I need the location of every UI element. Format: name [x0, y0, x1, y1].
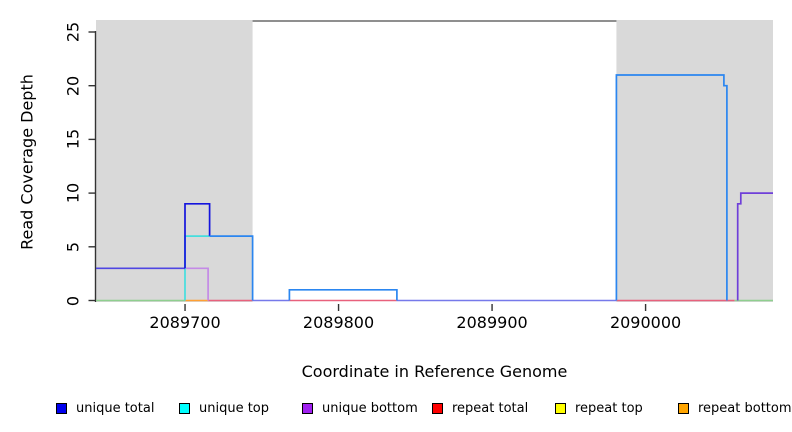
coverage-step-line — [615, 74, 728, 301]
x-tick-label: 2090000 — [609, 313, 682, 332]
coverage-step-line — [736, 192, 773, 301]
y-tick-label: 15 — [63, 129, 83, 150]
y-tick-label: 25 — [63, 21, 83, 43]
y-tick-label: 20 — [63, 75, 83, 96]
y-tick-label: 5 — [63, 241, 83, 252]
x-tick-label: 2089900 — [456, 313, 528, 332]
x-tick-label: 2089800 — [302, 313, 375, 332]
coverage-step-line — [184, 202, 211, 269]
repeat-region-shade — [616, 20, 773, 302]
y-tick-label: 10 — [63, 182, 83, 204]
x-tick-label: 2089700 — [149, 313, 221, 332]
repeat-region-shade — [96, 20, 253, 302]
coverage-step-line — [185, 267, 209, 301]
y-axis-title: Read Coverage Depth — [17, 74, 37, 250]
y-tick-label: 0 — [63, 295, 83, 306]
coverage-step-line — [288, 288, 398, 301]
coverage-step-line — [209, 235, 254, 301]
x-axis-title: Coordinate in Reference Genome — [301, 362, 568, 381]
